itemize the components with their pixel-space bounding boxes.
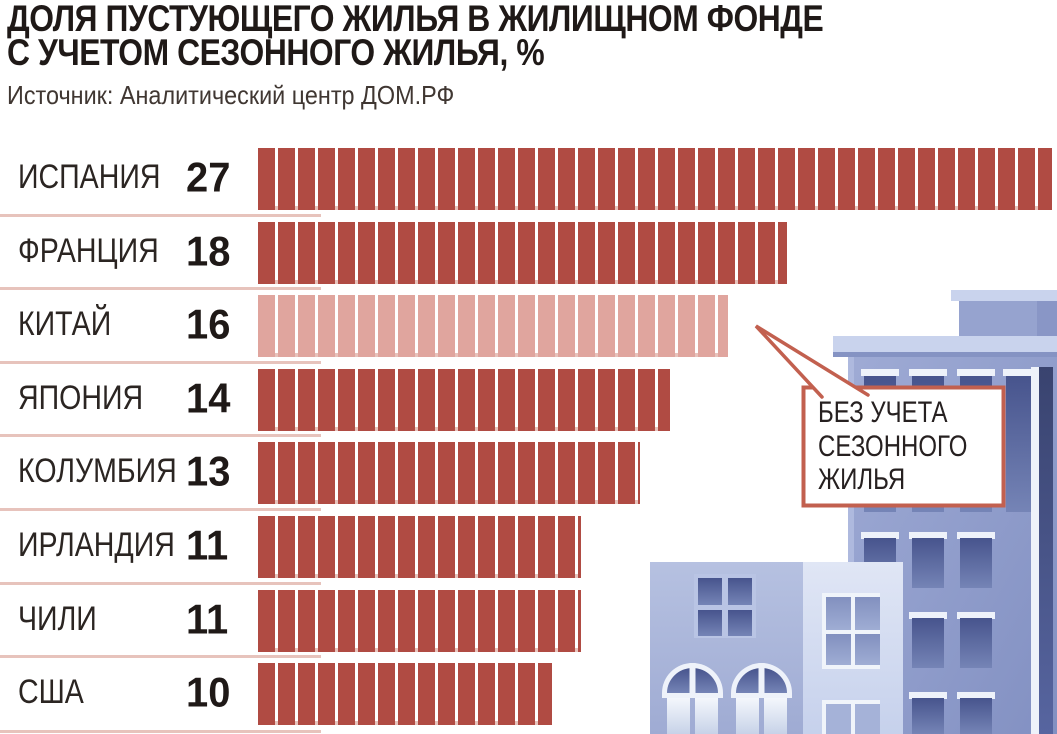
chart-row: США 10 xyxy=(0,655,1057,730)
country-value: 10 xyxy=(186,668,231,716)
bar-китай xyxy=(258,295,728,357)
country-value: 13 xyxy=(186,447,231,495)
page-title-line1: ДОЛЯ ПУСТУЮЩЕГО ЖИЛЬЯ В ЖИЛИЩНОМ ФОНДЕ xyxy=(7,0,824,39)
bar-франция xyxy=(258,222,787,284)
country-value: 16 xyxy=(186,300,231,348)
country-value: 18 xyxy=(186,227,231,275)
source-note: Источник: Аналитический центр ДОМ.РФ xyxy=(7,80,455,110)
country-label: ЧИЛИ xyxy=(18,599,97,638)
row-divider xyxy=(0,582,321,585)
row-divider xyxy=(0,434,321,437)
chart-row: ИРЛАНДИЯ 11 xyxy=(0,508,1057,583)
row-divider xyxy=(0,508,321,511)
country-label: ИСПАНИЯ xyxy=(18,157,161,196)
row-divider xyxy=(0,287,321,290)
country-value: 11 xyxy=(186,595,229,643)
country-label: КИТАЙ xyxy=(18,304,112,343)
country-value: 14 xyxy=(186,374,231,422)
bar-сша xyxy=(258,663,552,725)
bar-колумбия xyxy=(258,442,640,504)
country-value: 27 xyxy=(186,153,231,201)
country-label: США xyxy=(18,672,84,711)
bar-япония xyxy=(258,369,670,431)
row-divider xyxy=(0,214,321,217)
bar-чили xyxy=(258,590,581,652)
callout-note: БЕЗ УЧЕТА СЕЗОННОГО ЖИЛЬЯ xyxy=(818,396,968,496)
row-divider xyxy=(0,361,321,364)
country-label: ЯПОНИЯ xyxy=(18,378,144,417)
row-divider xyxy=(0,655,321,658)
chart-row: КИТАЙ 16 xyxy=(0,287,1057,362)
chart-row: ЯПОНИЯ 14 xyxy=(0,361,1057,436)
country-label: КОЛУМБИЯ xyxy=(18,451,177,490)
page-title-line2: С УЧЕТОМ СЕЗОННОГО ЖИЛЬЯ, % xyxy=(7,32,545,73)
chart-row: ФРАНЦИЯ 18 xyxy=(0,214,1057,289)
bar-испания xyxy=(258,148,1052,210)
bar-ирландия xyxy=(258,516,581,578)
country-value: 11 xyxy=(186,521,229,569)
chart-row: ЧИЛИ 11 xyxy=(0,582,1057,657)
country-label: ИРЛАНДИЯ xyxy=(18,525,175,564)
chart-row: КОЛУМБИЯ 13 xyxy=(0,434,1057,509)
country-label: ФРАНЦИЯ xyxy=(18,231,159,270)
bottom-divider xyxy=(0,730,321,733)
chart-row: ИСПАНИЯ 27 xyxy=(0,141,1057,215)
